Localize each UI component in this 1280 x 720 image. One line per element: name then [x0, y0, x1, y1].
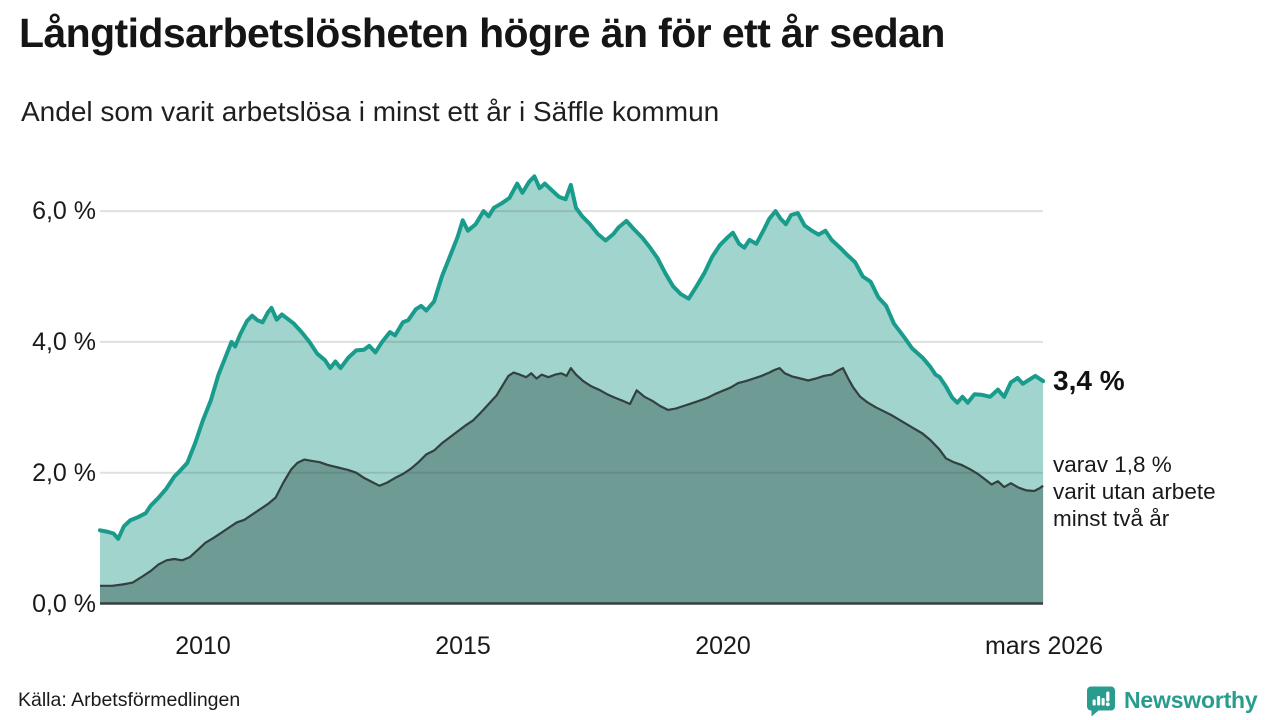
- page-title: Långtidsarbetslösheten högre än för ett …: [19, 10, 945, 56]
- x-tick-mars-2026: mars 2026: [984, 632, 1104, 660]
- y-tick-4: 4,0 %: [32, 328, 96, 356]
- y-tick-0: 0,0 %: [32, 590, 96, 618]
- latest-value-annotation: 3,4 %: [1053, 365, 1125, 396]
- x-tick-2010: 2010: [175, 632, 231, 660]
- brand-name: Newsworthy: [1124, 687, 1258, 713]
- x-tick-2020: 2020: [695, 632, 751, 660]
- y-tick-6: 6,0 %: [32, 197, 96, 225]
- two-year-annotation-line1: varav 1,8 %: [1053, 452, 1172, 477]
- two-year-annotation: varav 1,8 % varit utan arbete minst två …: [1053, 451, 1216, 532]
- area-fill-min-two-years: [100, 368, 1044, 604]
- brand-logo: Newsworthy: [1085, 684, 1258, 717]
- gridlines: [100, 210, 1043, 474]
- source-note: Källa: Arbetsförmedlingen: [18, 689, 241, 711]
- line-min-one-year: [98, 174, 1046, 541]
- chart-subtitle: Andel som varit arbetslösa i minst ett å…: [21, 96, 720, 127]
- two-year-annotation-line3: minst två år: [1053, 506, 1170, 531]
- y-tick-2: 2,0 %: [32, 459, 96, 487]
- x-tick-2015: 2015: [435, 632, 491, 660]
- newsworthy-icon: [1087, 686, 1115, 717]
- line-min-two-years: [100, 367, 1044, 587]
- two-year-annotation-line2: varit utan arbete: [1053, 479, 1216, 504]
